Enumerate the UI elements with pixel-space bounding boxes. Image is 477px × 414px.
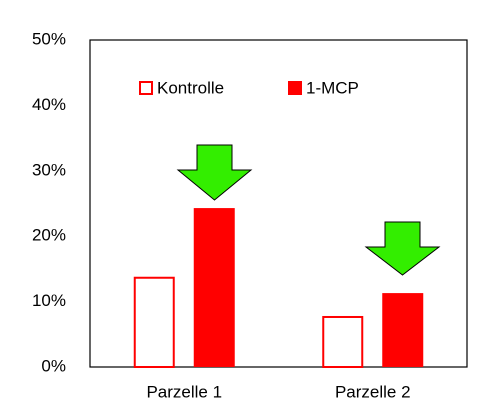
x-tick-label: Parzelle 1 <box>146 382 222 401</box>
y-tick-label: 30% <box>32 160 66 179</box>
legend-swatch <box>139 81 153 95</box>
y-tick-label: 50% <box>32 29 66 48</box>
plot-frame <box>89 39 468 368</box>
arrow <box>176 144 253 201</box>
x-tick-label: Parzelle 2 <box>335 382 411 401</box>
bar <box>382 293 424 367</box>
arrow <box>364 221 441 276</box>
y-tick-label: 20% <box>32 226 66 245</box>
bar <box>322 315 364 369</box>
y-tick-label: 0% <box>41 356 66 375</box>
legend-label: 1-MCP <box>306 78 359 97</box>
bar <box>133 276 175 368</box>
bar <box>193 208 235 367</box>
y-tick-label: 10% <box>32 291 66 310</box>
legend-swatch <box>288 81 302 95</box>
arrows <box>176 144 441 276</box>
legend-label: Kontrolle <box>157 78 224 97</box>
y-tick-label: 40% <box>32 95 66 114</box>
